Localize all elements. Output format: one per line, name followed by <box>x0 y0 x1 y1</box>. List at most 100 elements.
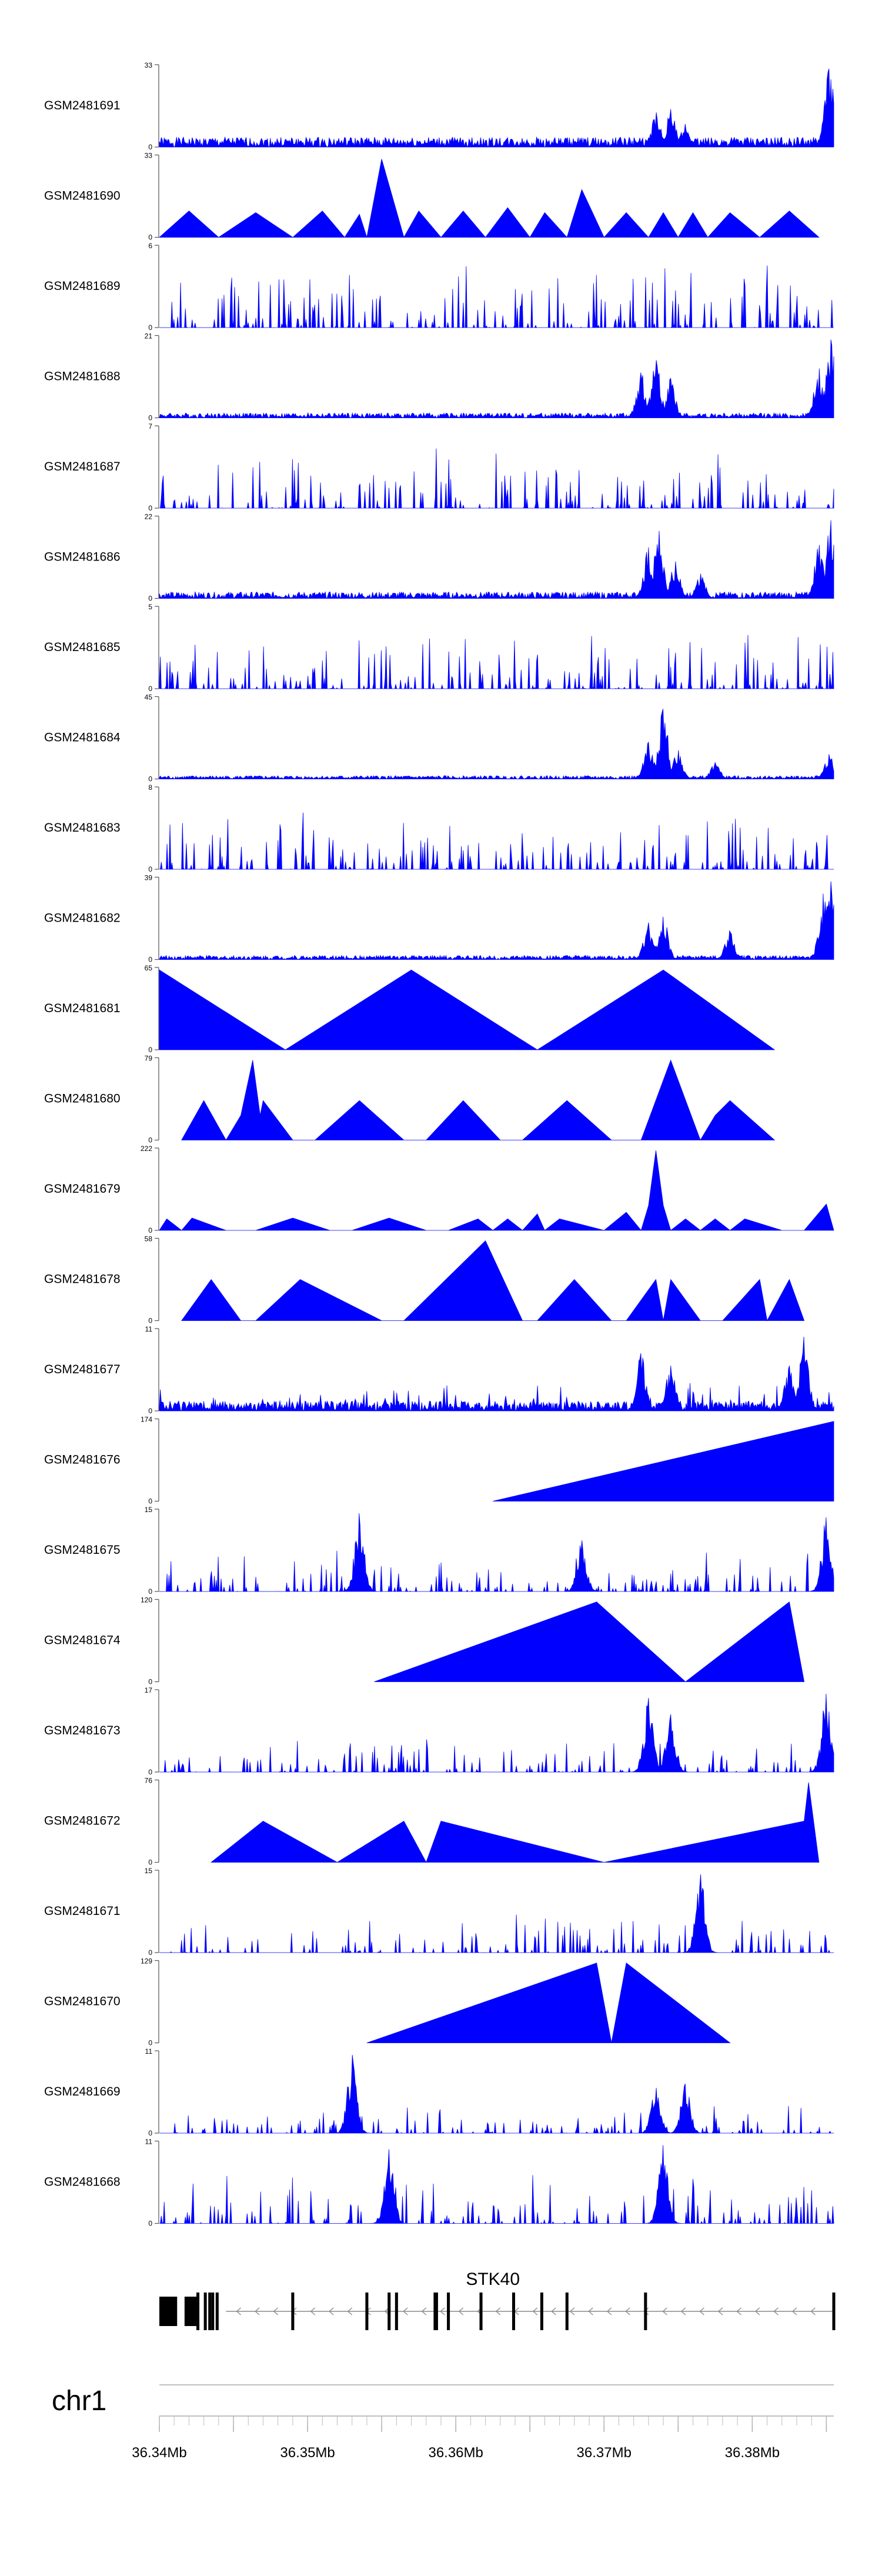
strand-arrow <box>606 2307 612 2315</box>
y-min-label: 0 <box>148 1046 152 1054</box>
strand-arrow <box>717 2307 723 2315</box>
y-min-label: 0 <box>148 2220 152 2228</box>
track-GSM2481689: GSM2481689 6 0 <box>44 242 834 332</box>
strand-arrow <box>551 2307 556 2315</box>
strand-arrow <box>569 2307 575 2315</box>
track-GSM2481680: GSM2481680 79 0 <box>44 1055 776 1144</box>
track-GSM2481688: GSM2481688 21 0 <box>44 332 834 422</box>
y-max-label: 65 <box>145 964 153 972</box>
y-min-label: 0 <box>148 414 152 422</box>
y-max-label: 11 <box>145 2138 153 2146</box>
exon-block <box>208 2293 212 2330</box>
y-max-label: 6 <box>148 242 152 250</box>
signal-area <box>181 1240 805 1322</box>
signal-area <box>493 1421 834 1501</box>
track-label: GSM2481668 <box>44 2175 121 2189</box>
strand-arrow <box>699 2307 704 2315</box>
y-min-label: 0 <box>148 1497 152 1506</box>
strand-arrow <box>754 2307 760 2315</box>
track-GSM2481673: GSM2481673 17 0 <box>44 1686 834 1776</box>
track-label: GSM2481689 <box>44 279 121 293</box>
track-label: GSM2481687 <box>44 460 121 473</box>
signal-area <box>159 1336 834 1412</box>
y-max-label: 15 <box>145 1506 153 1514</box>
track-label: GSM2481682 <box>44 912 121 925</box>
y-min-label: 0 <box>148 1136 152 1144</box>
y-min-label: 0 <box>148 2039 152 2047</box>
chromosome-track: chr1 <box>52 2384 834 2417</box>
track-label: GSM2481686 <box>44 550 121 564</box>
track-label: GSM2481671 <box>44 1904 121 1918</box>
y-max-label: 17 <box>145 1686 153 1694</box>
strand-arrow <box>791 2307 797 2315</box>
exon-block <box>479 2293 483 2330</box>
y-min-label: 0 <box>148 1407 152 1415</box>
track-label: GSM2481672 <box>44 1814 121 1828</box>
strand-arrow <box>458 2307 464 2315</box>
signal-area <box>159 339 834 419</box>
y-max-label: 76 <box>145 1777 153 1785</box>
y-max-label: 120 <box>141 1596 152 1604</box>
track-GSM2481684: GSM2481684 45 0 <box>44 693 834 783</box>
signal-area <box>181 1059 776 1141</box>
track-GSM2481671: GSM2481671 15 0 <box>44 1867 834 1957</box>
strand-arrow <box>347 2307 353 2315</box>
track-label: GSM2481691 <box>44 99 121 112</box>
y-min-label: 0 <box>148 1587 152 1596</box>
track-GSM2481685: GSM2481685 5 0 <box>44 603 834 693</box>
track-label: GSM2481677 <box>44 1363 121 1376</box>
strand-arrow <box>495 2307 501 2315</box>
strand-arrow <box>329 2307 334 2315</box>
y-max-label: 22 <box>145 513 153 521</box>
y-min-label: 0 <box>148 1858 152 1867</box>
exon-block <box>447 2293 450 2330</box>
track-label: GSM2481688 <box>44 370 121 383</box>
y-max-label: 129 <box>141 1957 152 1966</box>
strand-arrow <box>736 2307 741 2315</box>
track-GSM2481686: GSM2481686 22 0 <box>44 513 834 603</box>
strand-arrow <box>532 2307 538 2315</box>
track-label: GSM2481684 <box>44 731 121 745</box>
strand-arrow <box>255 2307 260 2315</box>
signal-area <box>159 520 834 600</box>
exon-block <box>211 2293 215 2330</box>
y-min-label: 0 <box>148 1678 152 1686</box>
y-min-label: 0 <box>148 323 152 332</box>
strand-arrow <box>310 2307 316 2315</box>
y-min-label: 0 <box>148 595 152 603</box>
y-max-label: 33 <box>145 61 153 69</box>
signal-area <box>374 1601 805 1683</box>
y-max-label: 15 <box>145 1867 153 1875</box>
exon-block <box>215 2293 219 2330</box>
track-GSM2481674: GSM2481674 120 0 <box>44 1596 805 1686</box>
y-max-label: 79 <box>145 1055 153 1063</box>
y-max-label: 7 <box>148 422 152 431</box>
gene-label: STK40 <box>466 2270 520 2289</box>
signal-area <box>159 881 834 960</box>
y-min-label: 0 <box>148 1226 152 1234</box>
track-GSM2481679: GSM2481679 222 0 <box>44 1144 834 1234</box>
track-GSM2481677: GSM2481677 11 0 <box>44 1325 834 1415</box>
y-min-label: 0 <box>148 2129 152 2137</box>
track-GSM2481678: GSM2481678 58 0 <box>44 1235 805 1325</box>
signal-area <box>158 159 820 238</box>
signal-area <box>159 709 834 780</box>
signal-area <box>159 1150 834 1231</box>
axis-tick-label: 36.35Mb <box>280 2445 335 2461</box>
y-min-label: 0 <box>148 504 152 512</box>
strand-arrow <box>625 2307 630 2315</box>
track-GSM2481672: GSM2481672 76 0 <box>44 1777 820 1867</box>
signal-area <box>159 635 834 690</box>
track-label: GSM2481685 <box>44 640 121 654</box>
y-max-label: 11 <box>145 2047 153 2056</box>
track-label: GSM2481675 <box>44 1543 121 1557</box>
y-min-label: 0 <box>148 956 152 964</box>
track-label: GSM2481674 <box>44 1634 121 1647</box>
y-max-label: 58 <box>145 1235 153 1243</box>
track-label: GSM2481669 <box>44 2085 121 2098</box>
track-label: GSM2481681 <box>44 1002 121 1015</box>
track-label: GSM2481673 <box>44 1724 121 1737</box>
strand-arrow <box>440 2307 445 2315</box>
track-GSM2481691: GSM2481691 33 0 <box>44 61 834 151</box>
